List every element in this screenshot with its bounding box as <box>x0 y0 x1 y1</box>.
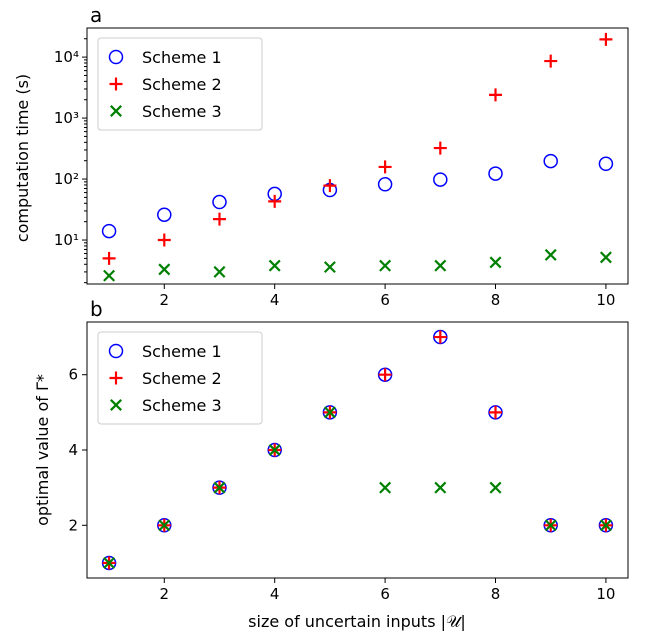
legend-label: Scheme 3 <box>142 396 222 415</box>
point-x <box>213 265 226 278</box>
y-tick-label: 4 <box>68 441 78 459</box>
point-plus <box>433 330 447 344</box>
y-tick-label: 10² <box>54 170 79 188</box>
point-circle <box>488 166 503 181</box>
y-tick-label: 10⁴ <box>54 48 79 66</box>
point-plus <box>433 141 447 155</box>
panel-a-ylabel: computation time (s) <box>13 74 32 242</box>
point-x <box>379 481 392 494</box>
point-plus <box>489 405 503 419</box>
point-plus <box>268 194 282 208</box>
point-plus <box>378 368 392 382</box>
point-x <box>323 406 336 419</box>
point-x <box>599 519 612 532</box>
panel-a-label: a <box>90 3 102 27</box>
legend-label: Scheme 2 <box>142 75 222 94</box>
legend <box>97 331 263 425</box>
point-plus <box>544 54 558 68</box>
point-plus <box>489 88 503 102</box>
point-plus <box>157 233 171 247</box>
point-x <box>103 269 116 282</box>
point-x <box>544 519 557 532</box>
panel-b-frame <box>86 321 629 579</box>
point-x <box>434 481 447 494</box>
x-tick-label: 2 <box>160 291 170 309</box>
legend-label: Scheme 3 <box>142 102 222 121</box>
point-circle <box>101 223 117 239</box>
x-tick-label: 2 <box>160 585 170 603</box>
point-plus <box>102 251 116 265</box>
legend-marker-plus <box>109 371 123 385</box>
legend-marker-x <box>110 399 122 411</box>
legend-label: Scheme 1 <box>142 342 222 361</box>
point-x <box>268 444 281 456</box>
point-x <box>268 259 281 272</box>
panel-b-ylabel: optimal value of Γ* <box>33 374 52 526</box>
point-x <box>158 519 171 532</box>
point-circle <box>212 194 227 210</box>
point-circle <box>157 207 172 222</box>
point-x <box>489 481 502 494</box>
legend-marker-x <box>110 105 122 117</box>
point-x <box>544 248 557 261</box>
y-tick-label: 2 <box>68 516 78 534</box>
point-x <box>213 481 226 494</box>
point-circle <box>433 172 448 187</box>
legend-label: Scheme 2 <box>142 369 222 388</box>
point-plus <box>378 160 392 174</box>
y-tick-label: 10¹ <box>54 231 79 249</box>
panel-b-label: b <box>90 297 103 321</box>
x-tick-label: 8 <box>491 585 501 603</box>
panel-a-frame <box>86 27 629 285</box>
point-circle <box>377 177 393 192</box>
point-x <box>489 256 502 269</box>
legend-marker-plus <box>109 77 123 91</box>
point-x <box>379 259 392 272</box>
point-x <box>323 261 336 274</box>
legend-marker-circle <box>108 49 124 65</box>
x-tick-label: 6 <box>380 585 390 603</box>
legend <box>97 37 263 131</box>
legend-label: Scheme 1 <box>142 48 222 67</box>
point-plus <box>599 32 613 46</box>
point-x <box>158 263 171 276</box>
panel-a: a computation time (s) 2 4 6 8 10 10¹ 10² 10³ 10… <box>13 3 629 309</box>
point-x <box>103 556 116 569</box>
y-tick-label: 6 <box>68 366 78 384</box>
point-plus <box>212 212 226 226</box>
x-tick-label: 8 <box>491 291 501 309</box>
x-tick-label: 4 <box>270 585 280 603</box>
x-tick-label: 6 <box>380 291 390 309</box>
x-tick-label: 10 <box>596 291 615 309</box>
point-x <box>599 251 612 264</box>
point-circle <box>598 156 614 172</box>
y-tick-label: 10³ <box>54 109 79 127</box>
x-tick-label: 4 <box>270 291 280 309</box>
point-plus <box>323 179 337 193</box>
panel-b-xlabel: size of uncertain inputs |𝒰| <box>248 612 466 631</box>
x-tick-label: 10 <box>596 585 615 603</box>
point-x <box>434 259 447 272</box>
point-circle <box>543 153 558 169</box>
panel-b: b optimal value of Γ* size of uncertain … <box>33 297 629 631</box>
legend-marker-circle <box>108 343 124 359</box>
